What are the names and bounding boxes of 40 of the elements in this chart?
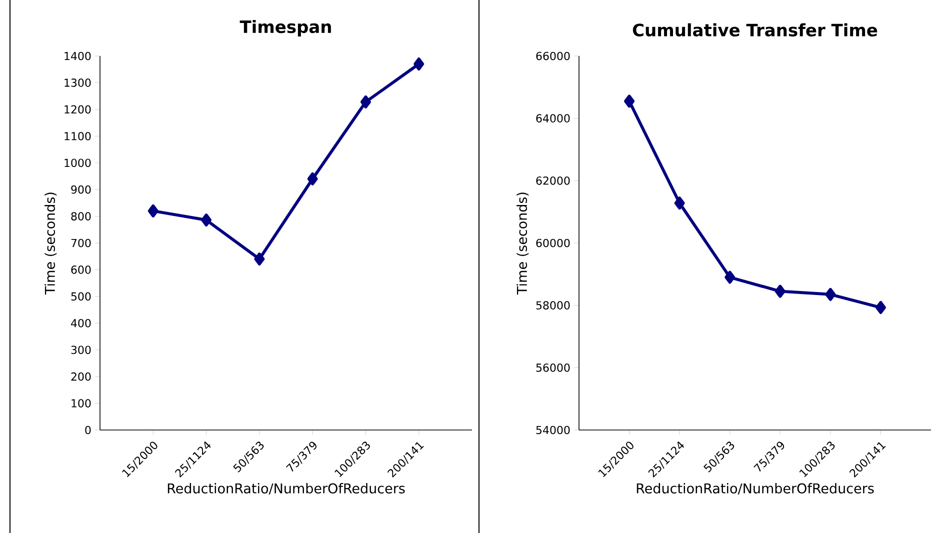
point xyxy=(774,284,786,298)
y-tick-label: 1200 xyxy=(64,105,91,114)
x-axis-title: ReductionRatio/NumberOfReducers xyxy=(636,483,874,495)
y-axis-title: Time (seconds) xyxy=(516,192,529,295)
y-tick-label: 900 xyxy=(71,185,91,194)
y-tick-label: 600 xyxy=(71,266,91,274)
point xyxy=(724,270,736,284)
y-tick-label: 66000 xyxy=(536,52,570,60)
y-tick-label: 300 xyxy=(71,346,91,354)
y-tick-label: 1400 xyxy=(64,52,91,60)
y-tick-label: 400 xyxy=(71,318,91,328)
point xyxy=(825,288,836,301)
y-tick-label: 1100 xyxy=(64,132,91,140)
point xyxy=(624,94,635,108)
x-axis-title: ReductionRatio/NumberOfReducers xyxy=(168,483,405,495)
chart-title: Cumulative Transfer Time xyxy=(632,23,878,36)
y-tick-label: 100 xyxy=(72,399,91,408)
y-tick-label: 64000 xyxy=(536,114,570,122)
y-tick-label: 1300 xyxy=(64,78,91,87)
y-tick-label: 500 xyxy=(71,292,91,301)
point xyxy=(254,252,265,266)
y-tick-label: 58000 xyxy=(536,301,570,310)
point xyxy=(414,58,424,71)
point xyxy=(307,172,318,186)
point xyxy=(201,214,212,227)
point xyxy=(148,204,158,218)
y-tick-label: 1000 xyxy=(64,158,91,168)
y-tick-label: 200 xyxy=(71,372,91,381)
y-tick-label: 800 xyxy=(71,212,91,220)
y-tick-label: 700 xyxy=(71,238,91,248)
y-tick-label: 60000 xyxy=(536,238,570,248)
y-tick-label: 56000 xyxy=(536,364,570,372)
chart-title: Timespan xyxy=(240,20,331,36)
y-axis-title: Time (seconds) xyxy=(44,192,57,295)
point xyxy=(360,95,371,108)
point xyxy=(875,301,886,314)
y-tick-label: 54000 xyxy=(536,426,570,434)
point xyxy=(674,196,685,210)
y-tick-label: 0 xyxy=(85,426,91,434)
y-tick-label: 62000 xyxy=(536,176,570,185)
